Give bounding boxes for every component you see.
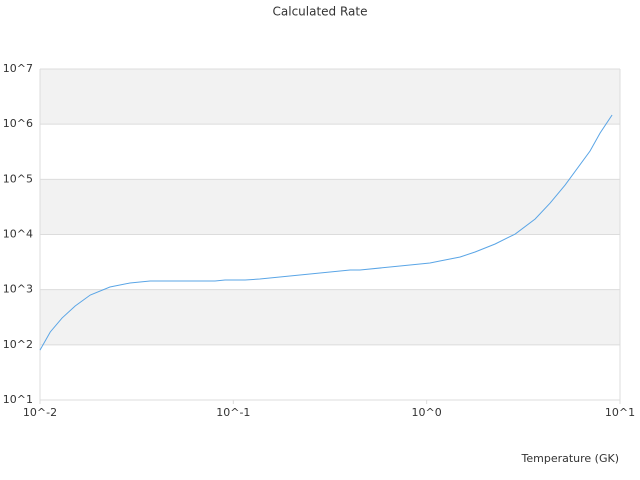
y-tick-label: 10^7 xyxy=(3,62,33,75)
y-tick-label: 10^2 xyxy=(3,338,33,351)
y-tick-label: 10^4 xyxy=(3,228,33,241)
x-axis-label: Temperature (GK) xyxy=(521,452,620,465)
y-tick-label: 10^5 xyxy=(3,172,33,185)
grid-band xyxy=(40,69,620,125)
y-tick-label: 10^3 xyxy=(3,283,33,296)
chart-title: Calculated Rate xyxy=(273,5,368,19)
x-tick-label: 10^0 xyxy=(412,406,442,419)
y-tick-label: 10^1 xyxy=(3,393,33,406)
y-tick-label: 10^6 xyxy=(3,117,33,130)
x-tick-label: 10^-2 xyxy=(23,406,57,419)
data-line xyxy=(39,114,613,351)
x-tick-label: 10^1 xyxy=(605,406,635,419)
x-tick-label: 10^-1 xyxy=(216,406,250,419)
grid-band xyxy=(40,289,620,345)
grid-band xyxy=(40,179,620,235)
